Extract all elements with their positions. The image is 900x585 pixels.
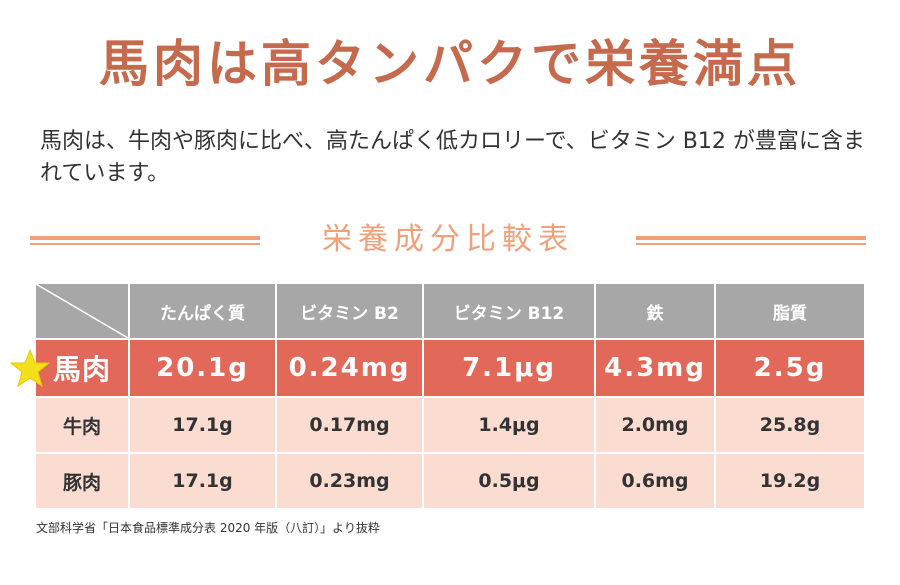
table-row-beef: 牛肉 17.1g 0.17mg 1.4μg 2.0mg 25.8g xyxy=(36,398,864,454)
table-cell: 2.0mg xyxy=(596,398,716,454)
table-cell: 19.2g xyxy=(716,454,864,510)
column-header-vitamin-b2: ビタミン B2 xyxy=(277,284,424,340)
star-icon xyxy=(10,349,50,387)
column-header-protein: たんぱく質 xyxy=(130,284,277,340)
section-rule-left xyxy=(30,236,260,245)
source-note: 文部科学省「日本食品標準成分表 2020 年版（八訂）」より抜粋 xyxy=(36,521,380,535)
table-cell: 0.24mg xyxy=(277,340,424,398)
table-row-horse-meat: 馬肉 20.1g 0.24mg 7.1μg 4.3mg 2.5g xyxy=(36,340,864,398)
column-header-fat: 脂質 xyxy=(716,284,864,340)
table-cell: 0.17mg xyxy=(277,398,424,454)
nutrition-comparison-table: たんぱく質 ビタミン B2 ビタミン B12 鉄 脂質 馬肉 20.1g 0.2… xyxy=(36,284,864,510)
table-cell: 0.6mg xyxy=(596,454,716,510)
table-cell: 25.8g xyxy=(716,398,864,454)
page-title: 馬肉は高タンパクで栄養満点 xyxy=(99,35,801,93)
section-rule-right xyxy=(636,236,866,245)
table-cell: 0.5μg xyxy=(424,454,596,510)
table-header-row: たんぱく質 ビタミン B2 ビタミン B12 鉄 脂質 xyxy=(36,284,864,340)
table-corner-cell xyxy=(36,284,130,340)
table-cell: 17.1g xyxy=(130,398,277,454)
row-label: 豚肉 xyxy=(36,454,130,510)
section-title: 栄養成分比較表 xyxy=(322,222,574,257)
table-cell: 7.1μg xyxy=(424,340,596,398)
section-header: 栄養成分比較表 xyxy=(30,220,866,260)
column-header-vitamin-b12: ビタミン B12 xyxy=(424,284,596,340)
table-cell: 1.4μg xyxy=(424,398,596,454)
row-label: 牛肉 xyxy=(36,398,130,454)
table-cell: 20.1g xyxy=(130,340,277,398)
table-cell: 0.23mg xyxy=(277,454,424,510)
table-cell: 4.3mg xyxy=(596,340,716,398)
table-cell: 17.1g xyxy=(130,454,277,510)
table-row-pork: 豚肉 17.1g 0.23mg 0.5μg 0.6mg 19.2g xyxy=(36,454,864,510)
diagonal-divider xyxy=(36,284,128,338)
table-cell: 2.5g xyxy=(716,340,864,398)
intro-paragraph: 馬肉は、牛肉や豚肉に比べ、高たんぱく低カロリーで、ビタミン B12 が豊富に含ま… xyxy=(40,129,865,186)
row-label: 馬肉 xyxy=(36,340,130,398)
column-header-iron: 鉄 xyxy=(596,284,716,340)
